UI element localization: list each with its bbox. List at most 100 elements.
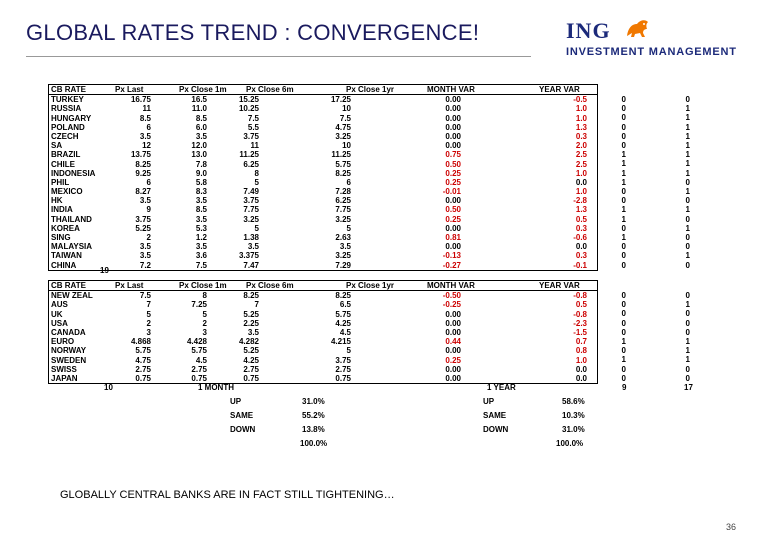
- value-cell: 1.0: [575, 113, 587, 123]
- footer-note: GLOBALLY CENTRAL BANKS ARE IN FACT STILL…: [60, 489, 395, 501]
- value-cell: 16.75: [130, 95, 151, 105]
- value-cell: 8.3: [195, 187, 207, 197]
- country-cell: SA: [51, 141, 63, 151]
- table-row: TAIWAN 3.5 3.6 3.375 3.25 -0.13 0.3: [49, 251, 597, 260]
- value-cell: 2.25: [243, 318, 259, 328]
- side-flag: 0: [685, 309, 690, 319]
- value-cell: 9.25: [135, 168, 151, 178]
- value-cell: 7.75: [335, 205, 351, 215]
- side-flag: 1: [685, 159, 690, 169]
- value-cell: 3.25: [335, 131, 351, 141]
- value-cell: 6: [146, 177, 151, 187]
- value-cell: -0.8: [573, 291, 587, 301]
- value-cell: 0.0: [575, 373, 587, 383]
- side-flag: 1: [621, 159, 626, 169]
- value-cell: 0.00: [445, 223, 461, 233]
- country-cell: UK: [51, 309, 63, 319]
- value-cell: 13.0: [191, 150, 207, 160]
- side-flag: 1: [685, 131, 690, 141]
- country-cell: HK: [51, 196, 63, 206]
- side-flag: 1: [621, 205, 626, 215]
- value-cell: -1.5: [573, 327, 587, 337]
- value-cell: 8.25: [335, 168, 351, 178]
- country-cell: NORWAY: [51, 346, 87, 356]
- table-row: POLAND 6 6.0 5.5 4.75 0.00 1.3: [49, 123, 597, 132]
- value-cell: 0.00: [445, 327, 461, 337]
- table-row: SWISS 2.75 2.75 2.75 2.75 0.00 0.0: [49, 365, 597, 374]
- value-cell: 9.0: [195, 168, 207, 178]
- column-header: MONTH VAR: [427, 281, 475, 290]
- country-cell: AUS: [51, 300, 68, 310]
- value-cell: 3: [202, 327, 207, 337]
- value-cell: 13.75: [130, 150, 151, 160]
- value-cell: 6: [346, 177, 351, 187]
- side-flag: 1: [685, 104, 690, 114]
- summary-label: DOWN: [230, 425, 256, 434]
- summary-year-label: SAME: [483, 411, 507, 420]
- column-header: Px Close 1yr: [346, 85, 395, 94]
- value-cell: 3.5: [247, 327, 259, 337]
- value-cell: 6.25: [243, 159, 259, 169]
- value-cell: 4.428: [186, 337, 207, 347]
- table-row: MEXICO 8.27 8.3 7.49 7.28 -0.01 1.0: [49, 187, 597, 196]
- side-flag: 0: [621, 187, 626, 196]
- value-cell: 8.5: [195, 113, 207, 123]
- value-cell: 3: [146, 327, 151, 337]
- value-cell: 0.00: [445, 95, 461, 105]
- value-cell: 3.5: [195, 131, 207, 141]
- table-row: EURO 4.868 4.428 4.282 4.215 0.44 0.7: [49, 337, 597, 346]
- value-cell: 7.5: [139, 291, 151, 301]
- value-cell: -0.25: [442, 300, 461, 310]
- side-flag: 1: [685, 113, 690, 123]
- value-cell: 1.2: [195, 233, 207, 242]
- side-flag: 0: [685, 233, 690, 242]
- country-cell: CZECH: [51, 131, 79, 141]
- page-title: GLOBAL RATES TREND : CONVERGENCE!: [26, 20, 480, 45]
- value-cell: 1.0: [575, 355, 587, 365]
- summary-month-pct: 13.8%: [302, 425, 325, 434]
- country-cell: HUNGARY: [51, 113, 92, 123]
- side-flag: 0: [685, 291, 690, 300]
- country-cell: CANADA: [51, 327, 86, 337]
- value-cell: 6: [146, 122, 151, 132]
- table-header-row: CB RATE Px Last Px Close 1m Px Close 6m Px C…: [49, 85, 597, 96]
- value-cell: 10: [342, 141, 351, 151]
- value-cell: 7.29: [335, 260, 351, 270]
- value-cell: 0.3: [575, 131, 587, 141]
- side-flag: 1: [685, 150, 690, 160]
- side-flag: 0: [621, 309, 626, 319]
- value-cell: 8.25: [243, 291, 259, 301]
- table-row: INDONESIA 9.25 9.0 8 8.25 0.25 1.0: [49, 169, 597, 178]
- value-cell: 0.25: [445, 214, 461, 224]
- country-cell: TURKEY: [51, 95, 84, 105]
- value-cell: 0.25: [445, 355, 461, 365]
- value-cell: 2.75: [135, 364, 151, 374]
- value-cell: 3.375: [238, 251, 259, 261]
- title-divider: [26, 56, 531, 57]
- value-cell: 0.00: [445, 373, 461, 383]
- summary-year-label: UP: [483, 397, 495, 406]
- value-cell: 2: [146, 318, 151, 328]
- value-cell: 5.25: [135, 223, 151, 233]
- side-flag: 0: [621, 95, 626, 104]
- value-cell: -0.27: [442, 260, 461, 270]
- table-row: BRAZIL 13.75 13.0 11.25 11.25 0.75 2.5: [49, 150, 597, 159]
- value-cell: -0.8: [573, 309, 587, 319]
- value-cell: 4.25: [243, 355, 259, 365]
- emerging-rates-table: CB RATE Px Last Px Close 1m Px Close 6m Px C…: [48, 84, 598, 271]
- side-flag: 1: [621, 150, 626, 160]
- value-cell: 0.00: [445, 242, 461, 252]
- country-cell: BRAZIL: [51, 150, 81, 160]
- one-year-label: 1 YEAR: [487, 383, 516, 392]
- value-cell: 1.38: [243, 233, 259, 242]
- value-cell: 8.25: [335, 291, 351, 301]
- country-cell: INDIA: [51, 205, 73, 215]
- value-cell: 2.5: [575, 150, 587, 160]
- side-flag: 1: [685, 205, 690, 215]
- value-cell: 4.75: [335, 122, 351, 132]
- side-flag: 0: [685, 373, 690, 383]
- table-row: MALAYSIA 3.5 3.5 3.5 3.5 0.00 0.0: [49, 242, 597, 251]
- table-row: SWEDEN 4.75 4.5 4.25 3.75 0.25 1.0: [49, 356, 597, 365]
- value-cell: 10.25: [238, 104, 259, 114]
- column-header: Px Close 1yr: [346, 281, 395, 290]
